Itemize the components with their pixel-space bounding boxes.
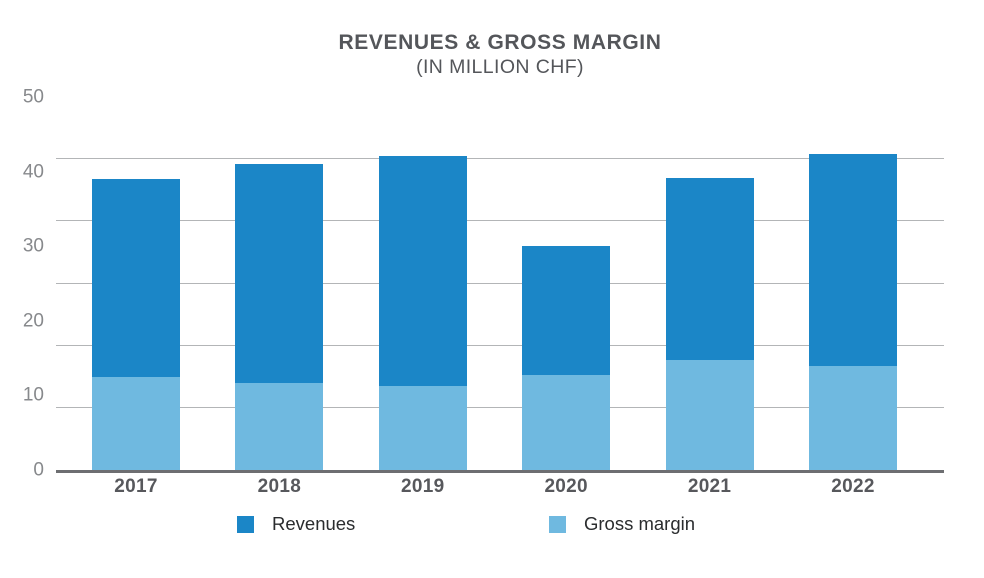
- y-axis-tick-label: 0: [33, 459, 44, 481]
- x-axis-tick-label-2018: 2018: [257, 476, 302, 497]
- revenues-bar-2020: [522, 246, 611, 470]
- gross-margin-bar-2022: [808, 366, 897, 470]
- legend-swatch-icon: [237, 515, 254, 533]
- x-axis: 2017 2018 2019 2020 2021 2022: [56, 476, 944, 498]
- gridline: [56, 406, 944, 408]
- chart-title-block: REVENUES & GROSS MARGIN (IN MILLION CHF): [56, 31, 944, 79]
- gross-margin-bar-2018: [235, 383, 324, 470]
- legend: Revenues Gross margin: [0, 513, 984, 539]
- x-axis-tick-label-2022: 2022: [831, 476, 875, 497]
- y-axis-tick-label: 30: [22, 235, 44, 257]
- x-axis-tick-label-2019: 2019: [401, 476, 445, 497]
- gross-margin-bar-2017: [92, 376, 180, 470]
- y-axis-tick-label: 20: [22, 310, 44, 332]
- revenues-bar-2018: [235, 164, 324, 470]
- x-axis-tick-label-2020: 2020: [544, 476, 588, 497]
- y-axis-tick-label: 50: [22, 86, 44, 108]
- legend-label: Gross margin: [584, 513, 696, 534]
- revenues-bar-2019: [378, 155, 467, 470]
- legend-item-revenues: Revenues: [237, 513, 355, 535]
- legend-swatch-icon: [549, 515, 566, 533]
- revenues-bar-2017: [92, 179, 180, 470]
- x-axis-tick-label-2021: 2021: [687, 476, 732, 497]
- y-axis-tick-label: 10: [22, 384, 44, 406]
- gridline: [56, 282, 944, 284]
- revenues-bar-2022: [808, 153, 897, 470]
- legend-item-gross-margin: Gross margin: [549, 513, 695, 535]
- gridline: [56, 220, 944, 222]
- bar-columns: [56, 97, 944, 470]
- chart-subtitle: (IN MILLION CHF): [416, 55, 584, 78]
- gross-margin-bar-2019: [378, 386, 467, 470]
- revenues-bar-2021: [665, 177, 754, 470]
- y-axis: 0 10 20 30 40 50: [0, 88, 44, 480]
- gridline: [56, 344, 944, 346]
- x-axis-tick-label-2017: 2017: [114, 476, 158, 497]
- plot-area: [56, 97, 944, 473]
- gross-margin-bar-2021: [665, 360, 754, 470]
- gridline: [56, 158, 944, 160]
- gross-margin-bar-2020: [522, 375, 611, 470]
- chart-title: REVENUES & GROSS MARGIN: [338, 31, 662, 54]
- legend-label: Revenues: [272, 513, 356, 534]
- y-axis-tick-label: 40: [22, 161, 44, 183]
